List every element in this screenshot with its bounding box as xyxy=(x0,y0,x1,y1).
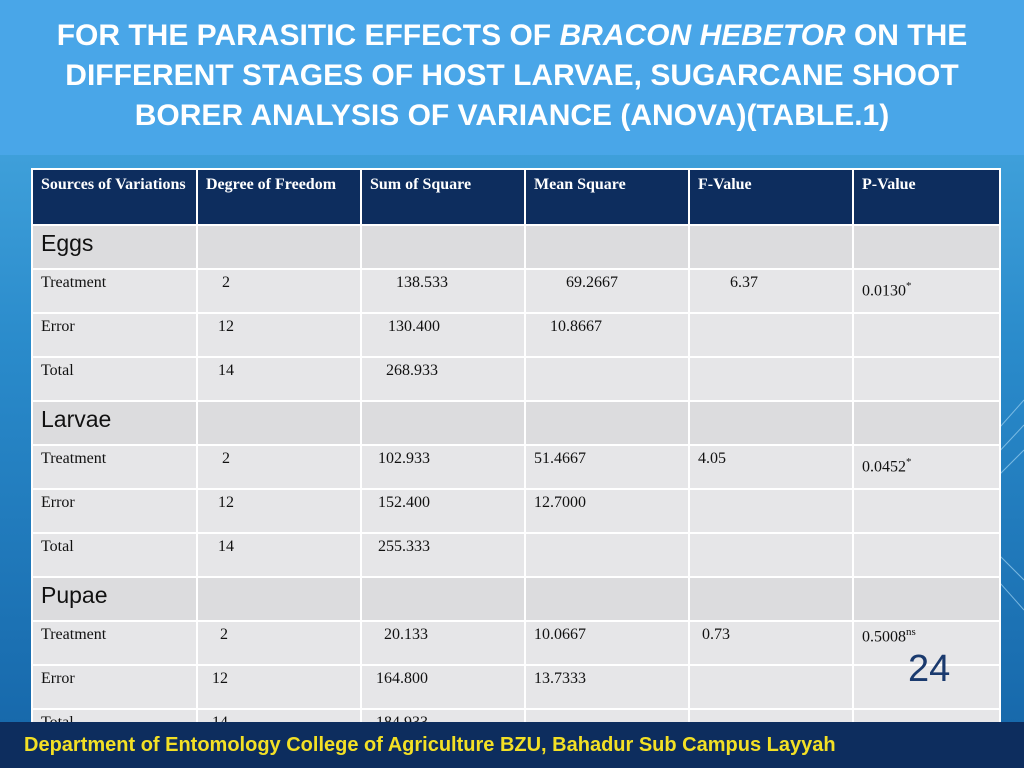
table-row: Total 14 268.933 xyxy=(31,356,1001,402)
cell-ms: 51.4667 xyxy=(524,444,690,490)
cell-p: 0.0130* xyxy=(852,268,1001,314)
cell-ss: 255.333 xyxy=(360,532,526,578)
group-row-larvae: Larvae xyxy=(31,400,1001,446)
table-row: Total 14 255.333 xyxy=(31,532,1001,578)
header-sources: Sources of Variations xyxy=(31,168,198,226)
cell-df: 14 xyxy=(196,532,362,578)
cell-ss: 164.800 xyxy=(360,664,526,710)
cell-df: 2 xyxy=(196,620,362,666)
cell-p: 0.0452* xyxy=(852,444,1001,490)
cell-p xyxy=(852,356,1001,402)
anova-table: Sources of Variations Degree of Freedom … xyxy=(31,168,1001,754)
table-row: Treatment 2 138.533 69.2667 6.37 0.0130* xyxy=(31,268,1001,314)
cell-ms: 10.0667 xyxy=(524,620,690,666)
cell-ms: 69.2667 xyxy=(524,268,690,314)
cell-p xyxy=(852,312,1001,358)
cell-f xyxy=(688,488,854,534)
cell-source: Error xyxy=(31,488,198,534)
cell-df: 12 xyxy=(196,488,362,534)
cell-source: Treatment xyxy=(31,268,198,314)
cell-ms xyxy=(524,356,690,402)
cell-ss: 130.400 xyxy=(360,312,526,358)
table-header-row: Sources of Variations Degree of Freedom … xyxy=(31,168,1001,226)
cell-ss: 102.933 xyxy=(360,444,526,490)
header-ss: Sum of Square xyxy=(360,168,526,226)
cell-ss: 268.933 xyxy=(360,356,526,402)
table-row: Error 12 130.400 10.8667 xyxy=(31,312,1001,358)
p-value: 0.5008 xyxy=(862,628,906,646)
title-part-2: ON THE DIFFERENT STAGES OF HOST LARVAE, … xyxy=(65,19,968,132)
cell-source: Treatment xyxy=(31,620,198,666)
cell-f xyxy=(688,532,854,578)
group-label: Larvae xyxy=(31,400,198,446)
cell-ms: 10.8667 xyxy=(524,312,690,358)
cell-ss: 20.133 xyxy=(360,620,526,666)
title-part-1: FOR THE PARASITIC EFFECTS OF xyxy=(56,19,552,52)
header-ms: Mean Square xyxy=(524,168,690,226)
footer-banner: Department of Entomology College of Agri… xyxy=(0,722,1024,768)
significance-mark: * xyxy=(906,456,912,468)
slide-title: FOR THE PARASITIC EFFECTS OF BRACON HEBE… xyxy=(0,0,1024,155)
cell-df: 12 xyxy=(196,312,362,358)
cell-df: 12 xyxy=(196,664,362,710)
cell-source: Total xyxy=(31,532,198,578)
cell-p xyxy=(852,664,1001,710)
group-row-eggs: Eggs xyxy=(31,224,1001,270)
header-f: F-Value xyxy=(688,168,854,226)
cell-ms: 12.7000 xyxy=(524,488,690,534)
group-row-pupae: Pupae xyxy=(31,576,1001,622)
cell-f: 4.05 xyxy=(688,444,854,490)
slide-number: 24 xyxy=(908,648,951,690)
cell-f xyxy=(688,356,854,402)
cell-ms xyxy=(524,532,690,578)
cell-ss: 152.400 xyxy=(360,488,526,534)
table-row: Treatment 2 20.133 10.0667 0.73 0.5008ns xyxy=(31,620,1001,666)
cell-source: Error xyxy=(31,664,198,710)
cell-f xyxy=(688,312,854,358)
header-df: Degree of Freedom xyxy=(196,168,362,226)
significance-mark: * xyxy=(906,280,912,292)
table-row: Error 12 164.800 13.7333 xyxy=(31,664,1001,710)
cell-ms: 13.7333 xyxy=(524,664,690,710)
cell-p xyxy=(852,532,1001,578)
cell-p xyxy=(852,488,1001,534)
table-row: Treatment 2 102.933 51.4667 4.05 0.0452* xyxy=(31,444,1001,490)
cell-f: 6.37 xyxy=(688,268,854,314)
title-species: BRACON HEBETOR xyxy=(559,19,846,52)
group-label: Pupae xyxy=(31,576,198,622)
p-value: 0.0452 xyxy=(862,458,906,476)
cell-source: Total xyxy=(31,356,198,402)
group-label: Eggs xyxy=(31,224,198,270)
cell-df: 2 xyxy=(196,444,362,490)
cell-df: 14 xyxy=(196,356,362,402)
cell-source: Treatment xyxy=(31,444,198,490)
cell-f: 0.73 xyxy=(688,620,854,666)
cell-f xyxy=(688,664,854,710)
cell-ss: 138.533 xyxy=(360,268,526,314)
cell-p: 0.5008ns xyxy=(852,620,1001,666)
cell-df: 2 xyxy=(196,268,362,314)
cell-source: Error xyxy=(31,312,198,358)
p-value: 0.0130 xyxy=(862,282,906,300)
significance-mark: ns xyxy=(906,626,916,638)
header-p: P-Value xyxy=(852,168,1001,226)
table-row: Error 12 152.400 12.7000 xyxy=(31,488,1001,534)
